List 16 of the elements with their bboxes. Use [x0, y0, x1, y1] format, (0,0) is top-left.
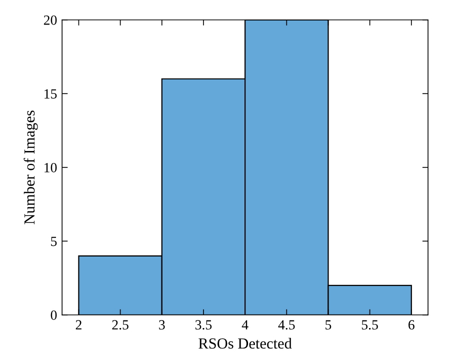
y-tick-label: 10 [44, 162, 57, 172]
x-tick-label: 3 [159, 320, 165, 330]
x-tick-label: 5.5 [362, 320, 378, 330]
x-tick-label: 3.5 [195, 320, 212, 330]
y-tick-label: 5 [51, 236, 57, 246]
y-axis-title: Number of Images [24, 110, 38, 224]
x-tick-label: 2 [76, 320, 82, 330]
y-tick-label: 20 [44, 15, 57, 25]
x-tick-label: 5 [326, 320, 332, 330]
x-tick-label: 4 [242, 320, 248, 330]
y-tick-label: 15 [44, 89, 57, 99]
x-tick-label: 6 [408, 320, 414, 330]
x-axis-title: RSOs Detected [198, 338, 292, 349]
y-tick-label: 0 [50, 310, 57, 320]
x-tick-label: 4.5 [278, 320, 295, 330]
x-tick-label: 2.5 [112, 320, 128, 330]
